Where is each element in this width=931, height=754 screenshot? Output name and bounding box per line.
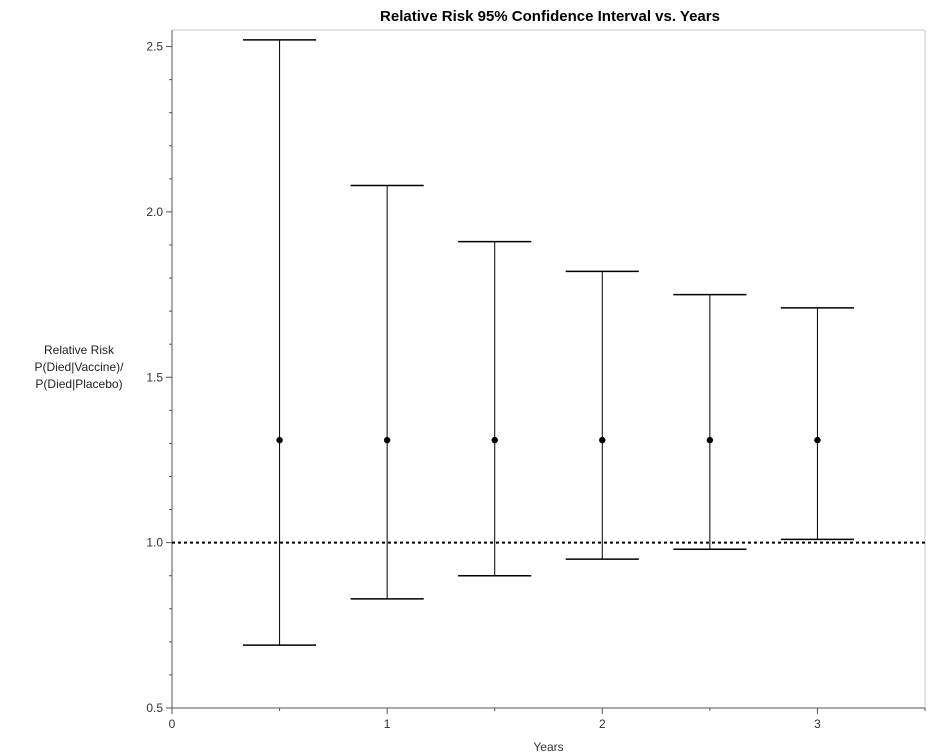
- estimate-point: [599, 436, 606, 444]
- estimate-point: [276, 436, 283, 444]
- y-tick-label: 1.5: [146, 370, 163, 384]
- x-tick-label: 1: [384, 717, 391, 731]
- chart-title: Relative Risk 95% Confidence Interval vs…: [380, 8, 720, 25]
- y-tick-label: 1.0: [146, 536, 163, 550]
- y-tick-label: 2.5: [146, 40, 163, 54]
- y-tick-label: 0.5: [146, 701, 163, 715]
- y-axis-label-line-3: P(Died|Placebo): [35, 377, 123, 391]
- y-tick-label: 2.0: [146, 205, 163, 219]
- estimate-point: [706, 436, 714, 444]
- x-tick-label: 0: [169, 717, 176, 731]
- estimate-point: [814, 436, 821, 444]
- y-axis-label: Relative Risk P(Died|Vaccine)/ P(Died|Pl…: [14, 342, 144, 393]
- estimate-point: [383, 436, 391, 444]
- estimate-point: [491, 436, 498, 444]
- y-axis-label-line-1: Relative Risk: [43, 343, 115, 357]
- x-tick-label: 2: [599, 717, 606, 731]
- x-tick-label: 3: [814, 717, 821, 731]
- y-axis-label-line-2: P(Died|Vaccine)/: [34, 360, 124, 374]
- x-axis-label: Years: [533, 740, 563, 754]
